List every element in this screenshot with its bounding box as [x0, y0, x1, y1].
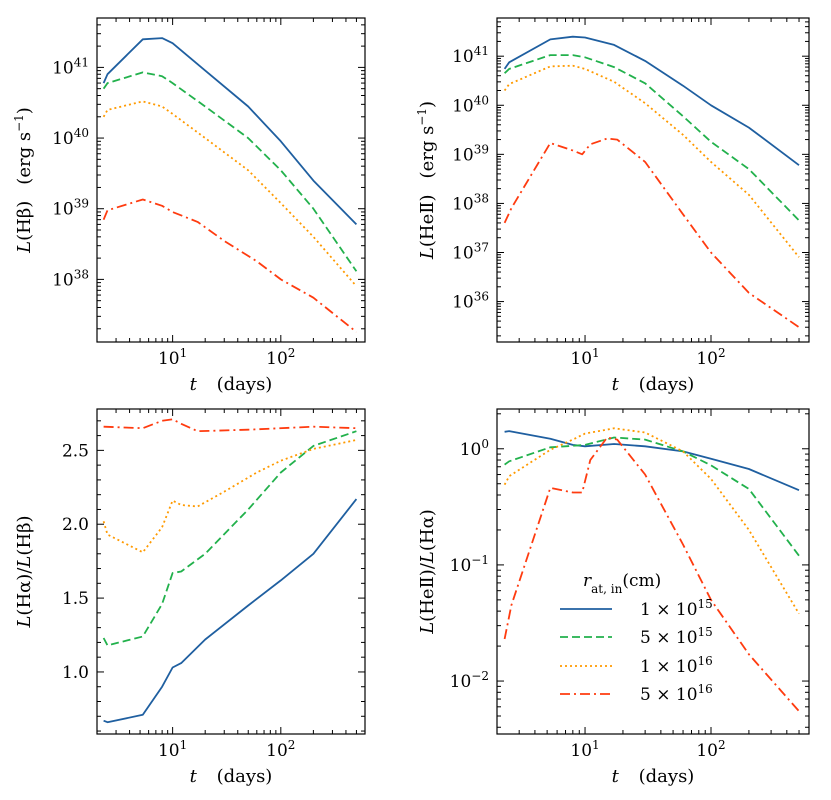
y-tick-label: 10−1 — [450, 553, 489, 576]
series-line-2 — [504, 436, 800, 557]
legend-title: rat, in(cm) — [583, 571, 661, 596]
series-line-4 — [103, 418, 357, 433]
series-line-4 — [503, 436, 800, 712]
series-line-1 — [504, 430, 800, 492]
y-tick-label: 10−2 — [450, 669, 489, 692]
legend-entry: 1 × 1015 — [560, 597, 713, 620]
y-tick-label: 1038 — [52, 267, 89, 290]
y-axis-label: L(Hβ)(erg s−1) — [12, 107, 35, 254]
x-tick-label: 102 — [696, 346, 725, 369]
x-tick-label: 102 — [266, 346, 295, 369]
x-axis-label: t (days) — [190, 766, 273, 787]
series-line-3 — [503, 427, 800, 615]
plot-frame — [496, 17, 810, 343]
series-line-3 — [102, 439, 357, 554]
legend-entry: 1 × 1016 — [560, 654, 713, 677]
x-tick-label: 102 — [696, 738, 725, 761]
x-tick-label: 101 — [570, 738, 599, 761]
series-line-1 — [503, 35, 800, 166]
chart-panel-4: 101 102 10−2 10−1 100 t (days) L(HeⅡ)/L(Hα) — [417, 408, 810, 787]
legend-label: 1 × 1016 — [640, 654, 713, 677]
chart-panel-3: 101 102 1.0 1.5 2.0 2.5 t (days) L(Hα)/L(Hβ) — [14, 408, 366, 787]
series-line-3 — [102, 100, 358, 287]
series-line-2 — [102, 71, 358, 272]
series-line-1 — [102, 37, 358, 226]
legend-entry: 5 × 1015 — [560, 625, 713, 648]
series-line-1 — [103, 498, 358, 724]
plot-frame — [496, 408, 810, 735]
legend-label: 1 × 1015 — [640, 597, 713, 620]
y-axis-label: L(HeⅡ)/L(Hα) — [417, 509, 438, 635]
y-tick-label: 1040 — [452, 93, 489, 116]
y-tick-label: 100 — [460, 437, 489, 460]
chart-panel-2: 101 102 1036 1037 1038 1039 1040 1041 t (days) L(… — [415, 17, 810, 395]
y-tick-label: 1041 — [52, 55, 89, 78]
y-axis-label: L(HeⅡ)(erg s−1) — [415, 101, 438, 260]
y-axis-label: L(Hα)/L(Hβ) — [14, 515, 35, 628]
chart-panel-1: 101 102 1038 1039 1040 1041 t (days) L(Hβ)(erg … — [12, 17, 366, 395]
y-tick-label: 1039 — [52, 197, 89, 220]
x-tick-label: 101 — [158, 346, 187, 369]
legend-label: 5 × 1016 — [640, 682, 713, 705]
legend-entry: 5 × 1016 — [560, 682, 713, 705]
x-tick-label: 101 — [570, 346, 599, 369]
x-tick-label: 102 — [266, 738, 295, 761]
y-tick-label: 2.0 — [62, 515, 89, 535]
series-line-4 — [503, 137, 800, 328]
x-axis-label: t (days) — [612, 374, 695, 395]
x-tick-label: 101 — [158, 738, 187, 761]
y-tick-label: 1039 — [452, 142, 489, 165]
y-tick-label: 2.5 — [62, 441, 89, 461]
plot-frame — [96, 408, 366, 735]
y-tick-label: 1.0 — [62, 663, 89, 683]
y-tick-label: 1038 — [452, 191, 489, 214]
y-tick-label: 1041 — [452, 44, 489, 67]
legend: rat, in(cm)1 × 1015 5 × 1015 1 × 1016 5 × 1… — [560, 571, 713, 705]
y-tick-label: 1.5 — [62, 589, 89, 609]
y-tick-label: 1037 — [452, 240, 489, 263]
series-line-2 — [102, 430, 357, 647]
legend-label: 5 × 1015 — [640, 625, 713, 648]
x-axis-label: t (days) — [612, 766, 695, 787]
series-line-4 — [102, 198, 357, 333]
y-tick-label: 1036 — [452, 290, 489, 313]
x-axis-label: t (days) — [190, 374, 273, 395]
series-line-3 — [503, 64, 800, 258]
series-line-2 — [503, 54, 800, 222]
plot-frame — [96, 17, 366, 343]
y-tick-label: 1040 — [52, 126, 89, 149]
